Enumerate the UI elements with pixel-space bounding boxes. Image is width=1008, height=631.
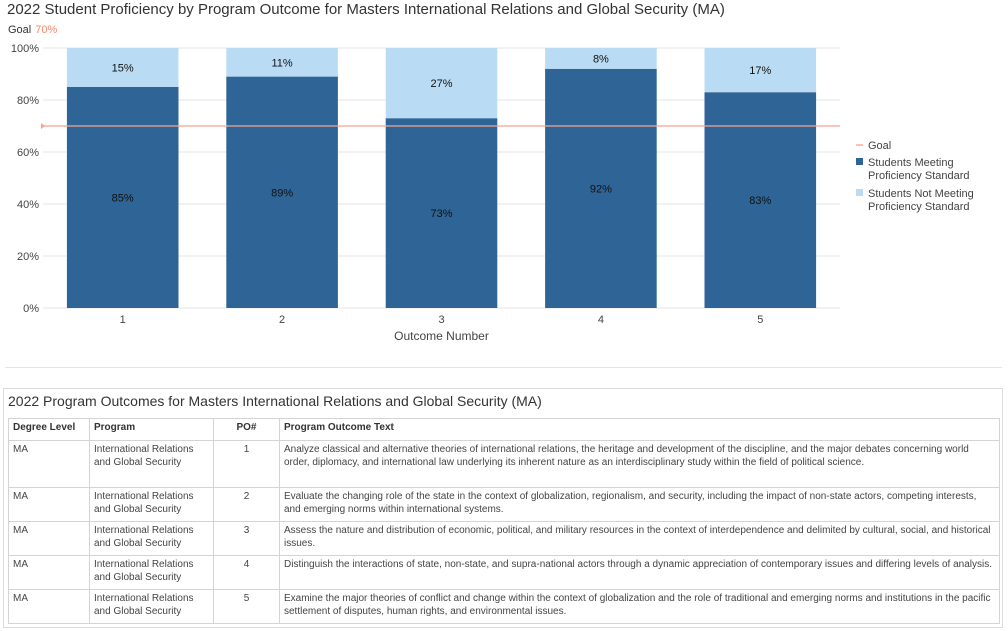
- legend-meeting-swatch: [856, 158, 863, 165]
- program-cell: International Relations and Global Secur…: [89, 487, 214, 522]
- outcomes-table: Degree Level Program PO# Program Outcome…: [8, 418, 1000, 624]
- po-cell: 2: [213, 487, 280, 522]
- header-po-number: PO#: [213, 418, 280, 441]
- data-label-not-meeting: 17%: [749, 65, 771, 77]
- table-row: MA International Relations and Global Se…: [8, 521, 1000, 556]
- section-divider: [5, 367, 1002, 368]
- po-cell: 4: [213, 555, 280, 590]
- table-row: MA International Relations and Global Se…: [8, 440, 1000, 488]
- outcome-text-cell: Analyze classical and alternative theori…: [279, 440, 1000, 488]
- legend-meeting-label: Proficiency Standard: [868, 170, 970, 182]
- data-label-not-meeting: 8%: [593, 53, 609, 65]
- program-cell: International Relations and Global Secur…: [89, 440, 214, 488]
- table-row: MA International Relations and Global Se…: [8, 555, 1000, 590]
- header-program: Program: [89, 418, 214, 441]
- legend-goal-label: Goal: [868, 140, 891, 152]
- goal-label-text: Goal: [8, 24, 32, 36]
- data-label-meeting: 73%: [430, 208, 452, 220]
- legend-not-meeting-label: Students Not Meeting: [868, 188, 974, 200]
- y-tick-label: 80%: [17, 95, 39, 107]
- x-tick-label: 1: [120, 314, 126, 326]
- po-cell: 5: [213, 589, 280, 624]
- bar-meeting: [545, 68, 657, 308]
- bar-not-meeting: [66, 48, 179, 87]
- data-label-not-meeting: 11%: [271, 57, 292, 69]
- data-label-not-meeting: 15%: [112, 63, 134, 75]
- y-tick-label: 20%: [17, 251, 39, 263]
- bar-meeting: [385, 118, 498, 308]
- y-tick-label: 60%: [17, 147, 39, 159]
- outcome-text-cell: Evaluate the changing role of the state …: [279, 487, 1000, 522]
- po-cell: 3: [213, 521, 280, 556]
- bar-not-meeting: [545, 48, 657, 69]
- bar-not-meeting: [385, 48, 498, 119]
- degree-cell: MA: [8, 521, 90, 556]
- bar-not-meeting: [226, 48, 338, 77]
- chart-title: 2022 Student Proficiency by Program Outc…: [7, 1, 725, 18]
- x-axis-title: Outcome Number: [394, 329, 489, 343]
- legend-not-meeting-label: Proficiency Standard: [868, 201, 970, 213]
- proficiency-chart: 0% 20% 40% 60% 80% 100% 85% 15% 1 89% 11% 2 73% 27% 3 9…: [11, 43, 974, 343]
- data-label-meeting: 83%: [749, 195, 771, 207]
- goal-value-text: 70%: [35, 24, 58, 36]
- header-degree-level: Degree Level: [8, 418, 90, 441]
- goal-indicator: Goal 70%: [8, 24, 57, 36]
- x-tick-label: 2: [279, 314, 285, 326]
- x-tick-label: 4: [598, 314, 604, 326]
- y-tick-label: 0%: [23, 303, 39, 315]
- outcome-text-cell: Examine the major theories of conflict a…: [279, 589, 1000, 624]
- po-cell: 1: [213, 440, 280, 488]
- data-label-meeting: 92%: [590, 183, 612, 195]
- table-row: MA International Relations and Global Se…: [8, 487, 1000, 522]
- legend-meeting-label: Students Meeting: [868, 157, 954, 169]
- outcome-text-cell: Distinguish the interactions of state, n…: [279, 555, 1000, 590]
- degree-cell: MA: [8, 589, 90, 624]
- data-label-not-meeting: 27%: [430, 78, 452, 90]
- degree-cell: MA: [8, 487, 90, 522]
- goal-marker: [41, 123, 45, 129]
- bar-meeting: [66, 87, 179, 308]
- chart-section: 2022 Student Proficiency by Program Outc…: [7, 1, 974, 343]
- y-tick-label: 40%: [17, 199, 39, 211]
- degree-cell: MA: [8, 440, 90, 488]
- table-title: 2022 Program Outcomes for Masters Intern…: [8, 393, 542, 409]
- bar-not-meeting: [704, 48, 817, 93]
- header-outcome-text: Program Outcome Text: [279, 418, 1000, 441]
- legend-not-meeting-swatch: [856, 189, 863, 196]
- degree-cell: MA: [8, 555, 90, 590]
- program-cell: International Relations and Global Secur…: [89, 589, 214, 624]
- table-row: MA International Relations and Global Se…: [8, 589, 1000, 624]
- program-cell: International Relations and Global Secur…: [89, 521, 214, 556]
- program-cell: International Relations and Global Secur…: [89, 555, 214, 590]
- bar-meeting: [704, 92, 817, 308]
- x-tick-label: 3: [438, 314, 444, 326]
- outcomes-panel: 2022 Program Outcomes for Masters Intern…: [3, 388, 1003, 628]
- data-label-meeting: 89%: [271, 187, 293, 199]
- data-label-meeting: 85%: [112, 193, 134, 205]
- y-tick-label: 100%: [11, 43, 39, 55]
- x-tick-label: 5: [757, 314, 763, 326]
- bar-meeting: [226, 76, 338, 308]
- outcome-text-cell: Assess the nature and distribution of ec…: [279, 521, 1000, 556]
- table-header-row: Degree Level Program PO# Program Outcome…: [8, 418, 1000, 441]
